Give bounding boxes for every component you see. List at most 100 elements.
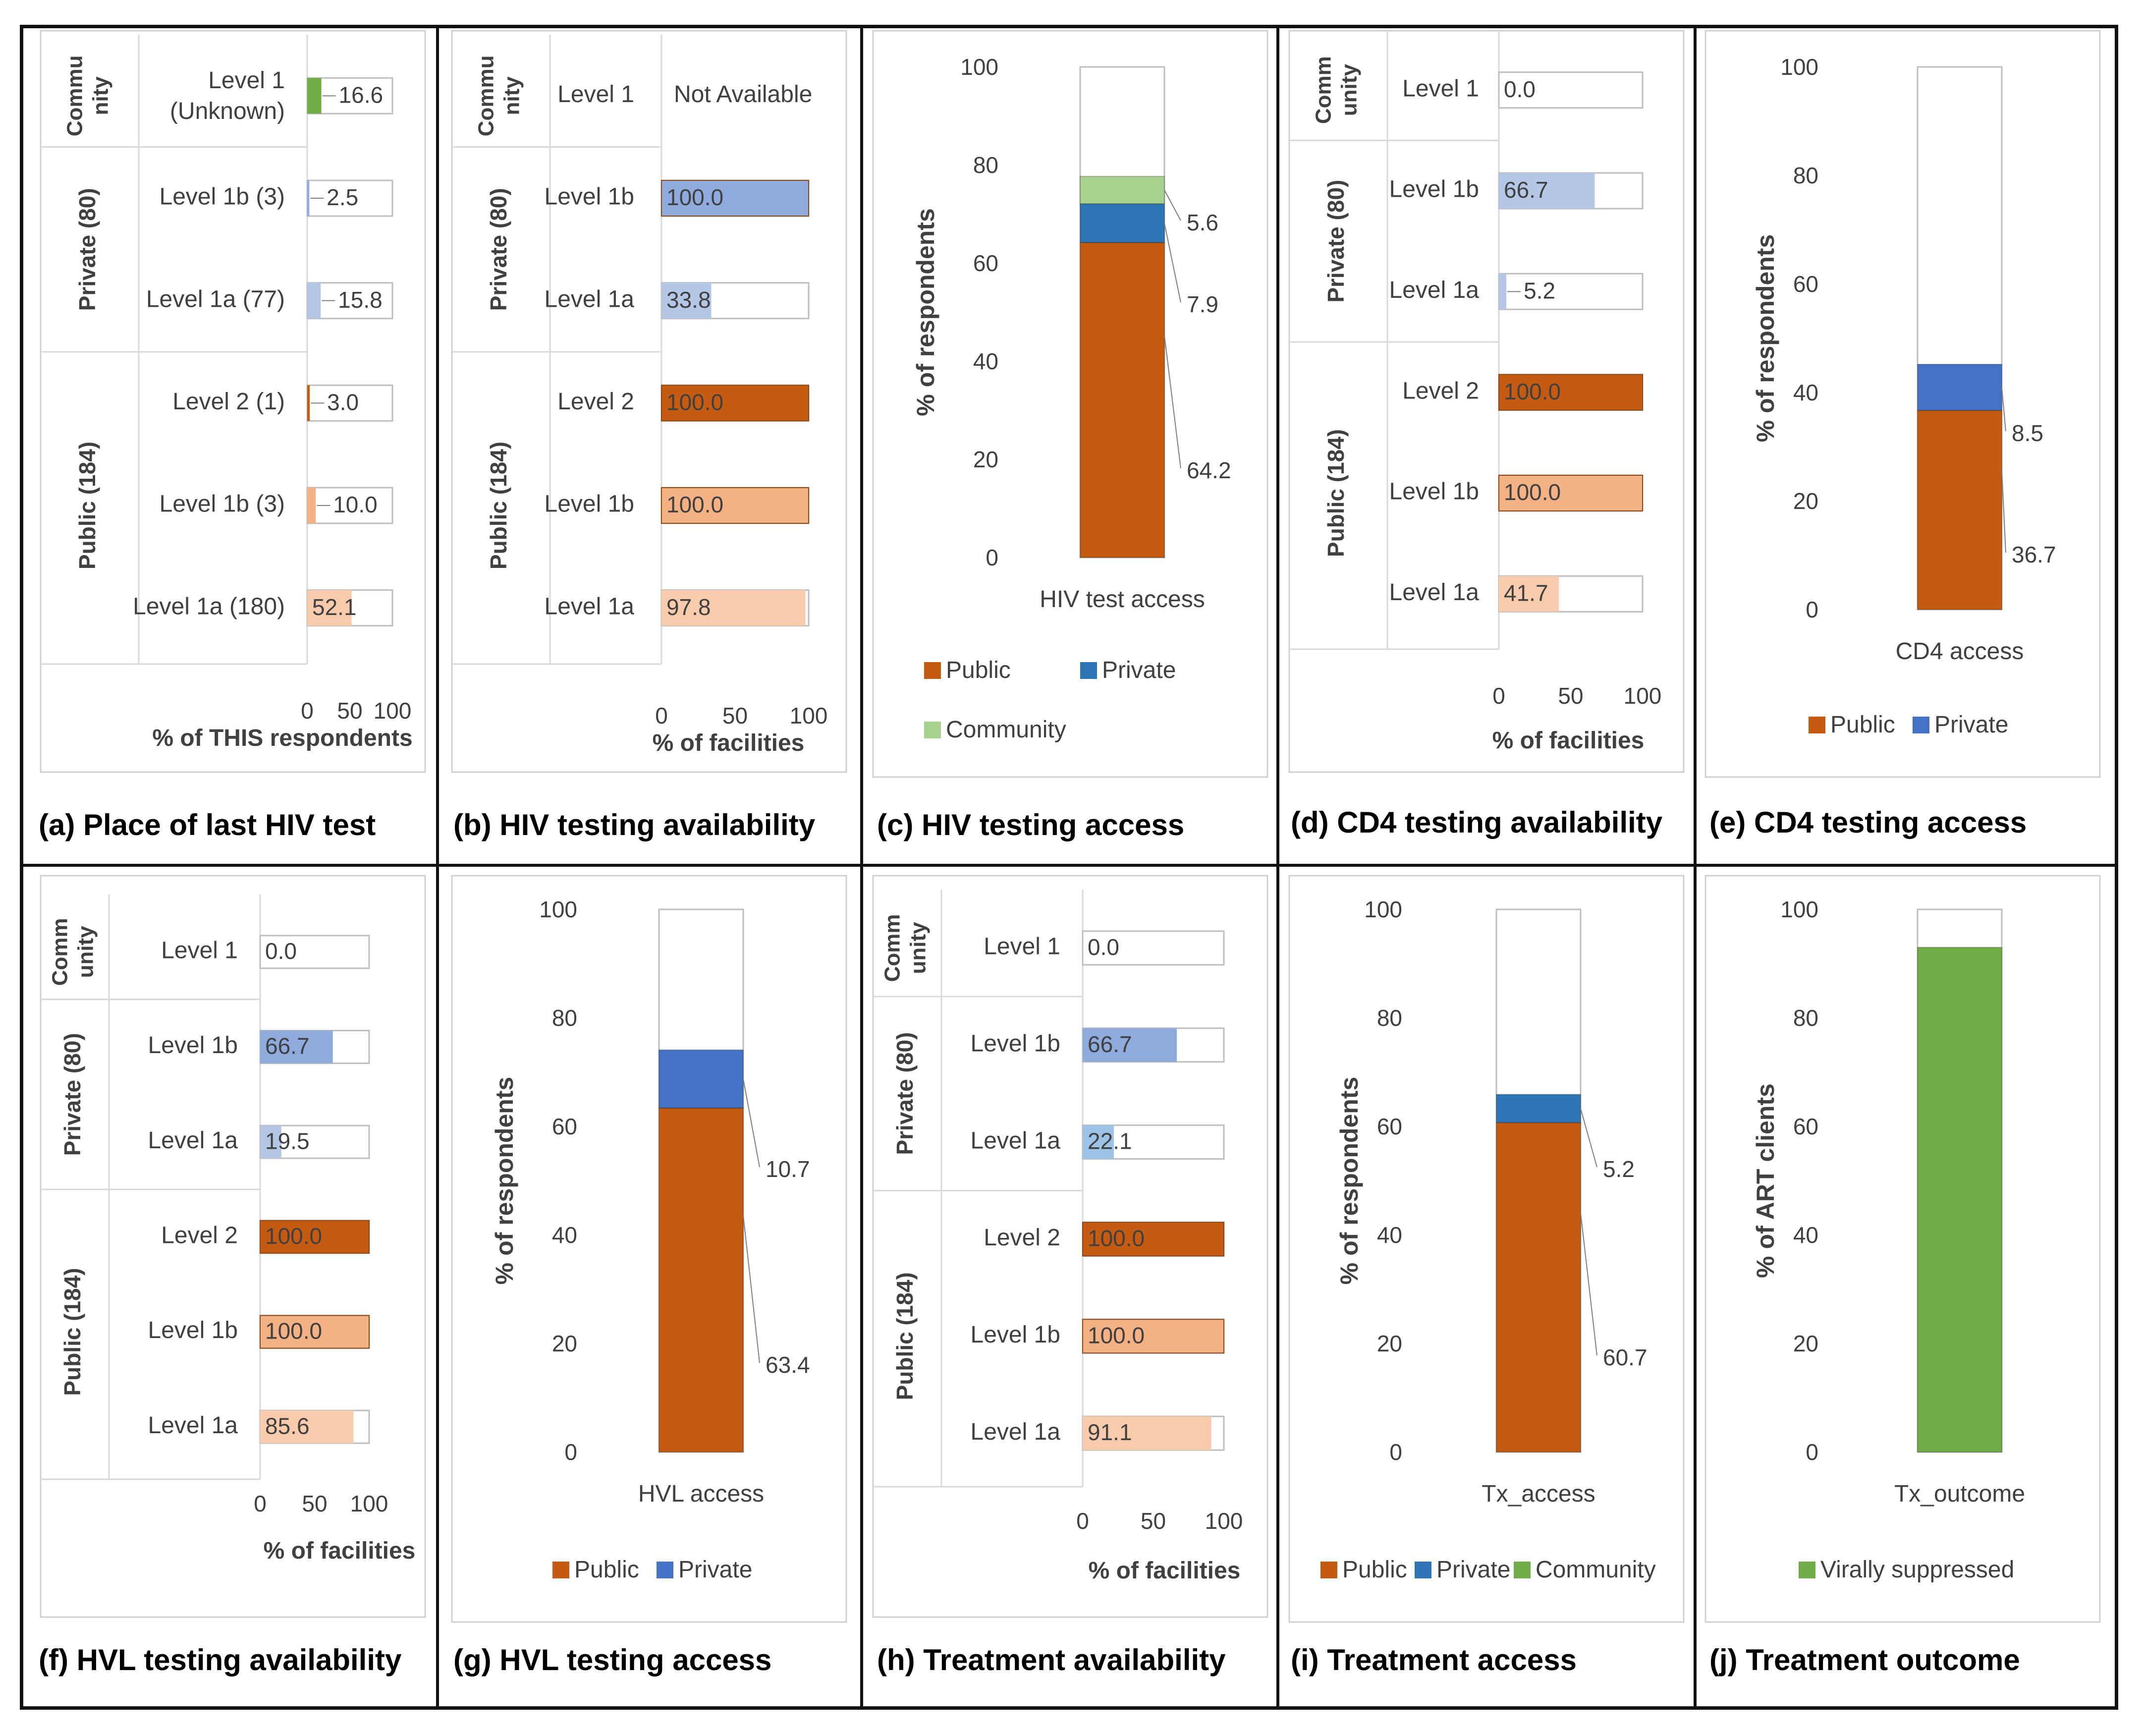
panel-d-bar	[1498, 475, 1643, 511]
panel-i-y-axis-label: % of respondents	[1335, 1077, 1363, 1285]
panel-i-legend-label: Community	[1536, 1557, 1656, 1583]
panel-b-data-label: 100.0	[666, 389, 723, 415]
panel-a-bar	[307, 78, 322, 114]
panel-h-bar	[1082, 1222, 1224, 1257]
panel-i-data-label: 60.7	[1603, 1344, 1648, 1370]
panel-g-y-tick: 20	[552, 1331, 577, 1356]
panel-f-data-label: 66.7	[265, 1033, 310, 1059]
panel-h-row-label: Level 1b	[971, 1322, 1060, 1348]
panel-d-row-label: Level 2	[1402, 378, 1479, 404]
caption-j: (j) Treatment outcome	[1709, 1643, 2020, 1677]
panel-d-bar	[1498, 374, 1643, 411]
panel-j-legend-swatch	[1799, 1562, 1815, 1578]
panel-j-x-axis-label: Tx_outcome	[1894, 1481, 2025, 1507]
panel-c-legend-label: Community	[946, 717, 1066, 743]
panel-g-legend-swatch	[552, 1562, 569, 1578]
panel-e-bar-segment-private	[1917, 364, 2002, 411]
panel-h-x-tick: 50	[1141, 1508, 1166, 1534]
panel-b-group-label: nity	[500, 76, 524, 115]
panel-c-bar-segment-community	[1080, 175, 1165, 205]
panel-c-bar-segment-private	[1080, 203, 1165, 243]
panel-f-bar	[260, 1315, 370, 1349]
panel-h-border	[872, 875, 1268, 1618]
panel-j-border	[1704, 875, 2101, 1623]
panel-b-group-label: Private (80)	[486, 188, 511, 311]
panel-f-bar	[260, 1125, 281, 1159]
panel-d-bar-track	[1498, 71, 1644, 109]
panel-d-data-label: 100.0	[1504, 379, 1561, 404]
panel-f-border	[40, 875, 426, 1618]
panel-c-leader-line	[1164, 190, 1181, 221]
panel-d-row-label: Level 1a	[1389, 579, 1480, 606]
panel-j-y-tick: 0	[1806, 1439, 1818, 1465]
column-divider-4	[1694, 25, 1697, 1710]
panel-d-x-tick: 100	[1624, 683, 1662, 709]
panel-h-x-tick: 0	[1076, 1508, 1089, 1534]
panel-c-x-axis-label: HIV test access	[1040, 586, 1205, 613]
panel-d-data-label: 100.0	[1504, 479, 1561, 505]
panel-c-border	[872, 30, 1268, 778]
caption-h: (h) Treatment availability	[877, 1643, 1226, 1677]
panel-b-row-label: Level 1b	[545, 184, 634, 210]
panel-d-x-tick: 50	[1558, 683, 1583, 709]
panel-d-border	[1288, 30, 1685, 773]
panel-f-data-label: 100.0	[265, 1223, 322, 1249]
panel-d-group-label: Private (80)	[1323, 180, 1349, 303]
panel-d-data-label: 0.0	[1504, 76, 1536, 102]
panel-a-row-label: Level 1	[208, 67, 285, 94]
panel-e-y-tick: 40	[1793, 380, 1818, 405]
panel-c-leader-line	[1164, 336, 1181, 469]
panel-h-data-label: 22.1	[1088, 1128, 1132, 1154]
panel-g-y-tick: 100	[539, 896, 577, 922]
panel-c-legend-swatch	[924, 722, 941, 738]
panel-i-leader-line	[1580, 1213, 1597, 1356]
panel-i-bar-segment-private	[1496, 1094, 1581, 1123]
panel-i-y-tick: 100	[1364, 896, 1402, 922]
panel-j-legend-label: Virally suppressed	[1820, 1557, 2014, 1583]
panel-f-x-tick: 100	[350, 1491, 388, 1516]
panel-f-data-label: 0.0	[265, 938, 297, 964]
panel-e-chart: 0 20 40 60 80 100 36.7 8.5 % of respondents CD4 a…	[1704, 30, 2101, 778]
panel-a-group-label: nity	[89, 76, 113, 115]
panel-h-chart: Comm unity Level 1 0.0 Private (80) Level 1b 6…	[872, 875, 1268, 1618]
panel-d-row-label: Level 1b	[1389, 479, 1479, 505]
panel-i-y-tick: 60	[1377, 1114, 1402, 1139]
panel-f-bar	[260, 1410, 354, 1444]
panel-c-data-label: 5.6	[1187, 210, 1218, 235]
panel-f-chart: Comm unity Level 1 0.0 Private (80) Level 1b 6…	[40, 875, 426, 1618]
panel-b-bar	[661, 180, 809, 217]
panel-i-border	[1288, 875, 1685, 1623]
panel-e-data-label: 8.5	[2012, 420, 2043, 446]
panel-d-bar	[1499, 576, 1559, 612]
panel-e-x-axis-label: CD4 access	[1896, 638, 2024, 665]
figure-border	[20, 25, 2118, 1710]
panel-b-data-label: 100.0	[666, 184, 723, 210]
panel-e-leader-line	[2001, 470, 2006, 553]
panel-f-row-label: Level 1a	[148, 1412, 238, 1439]
panel-a-row-label: Level 1a (180)	[133, 593, 285, 619]
panel-g-legend-label: Private	[678, 1557, 752, 1583]
panel-g-x-axis-label: HVL access	[638, 1481, 764, 1507]
panel-i-legend-swatch	[1415, 1562, 1431, 1578]
panel-f-row-label: Level 1	[161, 938, 238, 964]
panel-g-y-tick: 80	[552, 1005, 577, 1031]
panel-d-group-label: unity	[1337, 64, 1362, 116]
panel-d-row-label: Level 1b	[1389, 176, 1479, 203]
panel-d-data-label: 66.7	[1504, 177, 1548, 203]
panel-i-chart: 0 20 40 60 80 100 60.7 5.2 % of respondents Tx_ac…	[1288, 875, 1685, 1623]
panel-e-border	[1704, 30, 2101, 778]
panel-h-data-label: 91.1	[1088, 1419, 1132, 1445]
panel-g-border	[451, 875, 847, 1623]
panel-a-x-tick: 50	[337, 698, 362, 724]
caption-i: (i) Treatment access	[1291, 1643, 1577, 1677]
panel-a-bar-track	[306, 282, 393, 320]
panel-h-bar	[1083, 1125, 1114, 1159]
panel-e-y-tick: 60	[1793, 271, 1818, 297]
panel-i-y-tick: 80	[1377, 1005, 1402, 1031]
panel-i-leader-line	[1580, 1108, 1597, 1168]
panel-c-data-label: 7.9	[1187, 291, 1218, 317]
panel-g-chart: 0 20 40 60 80 100 63.4 10.7 % of respondents HVL …	[451, 875, 847, 1623]
panel-e-y-tick: 20	[1793, 488, 1818, 514]
panel-f-group-label: Comm	[48, 918, 72, 986]
panel-a-group-label: Commu	[63, 55, 87, 136]
